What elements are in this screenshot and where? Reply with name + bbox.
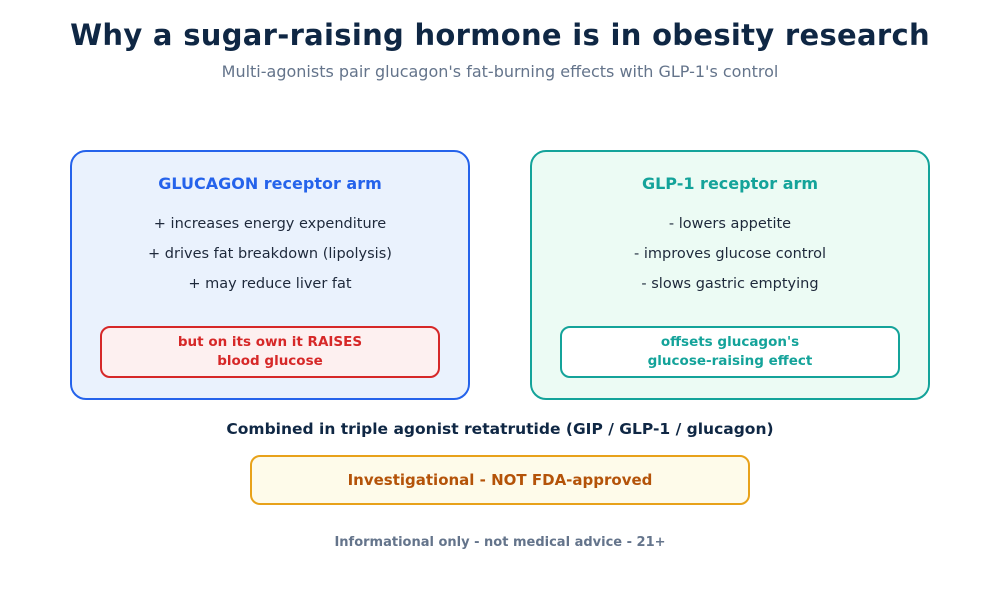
glp1-callout-line-2: glucose-raising effect [647,353,813,369]
glp1-panel-heading: GLP-1 receptor arm [641,174,819,193]
glucagon-effect-item: + may reduce liver fat [188,276,352,292]
glucagon-effect-item: + drives fat breakdown (lipolysis) [148,246,392,262]
glp1-effect-item: - slows gastric emptying [641,276,819,292]
glucagon-effect-item: + increases energy expenditure [153,216,387,232]
glp1-effects-list: - lowers appetite - improves glucose con… [532,214,928,304]
glp1-callout-line-1: offsets glucagon's [660,334,800,350]
glp1-effect-item: - lowers appetite [668,216,792,232]
regulatory-status-text: Investigational - NOT FDA-approved [347,471,653,489]
glp1-effect-item: - improves glucose control [634,246,826,262]
combined-agonist-label: Combined in triple agonist retatrutide (… [226,420,774,438]
glucagon-effects-list: + increases energy expenditure + drives … [72,214,468,304]
glp1-offset-callout: offsets glucagon's glucose-raising effec… [560,326,900,378]
page-title: Why a sugar-raising hormone is in obesit… [70,18,930,52]
page-subtitle: Multi-agonists pair glucagon's fat-burni… [221,62,779,81]
regulatory-status-box: Investigational - NOT FDA-approved [250,455,750,505]
glucagon-panel-heading: GLUCAGON receptor arm [158,174,382,193]
disclaimer-text: Informational only - not medical advice … [334,535,666,550]
glucagon-warning-callout: but on its own it RAISES blood glucose [100,326,440,378]
glp1-panel: GLP-1 receptor arm - lowers appetite - i… [530,150,930,400]
glucagon-callout-line-1: but on its own it RAISES [177,334,363,350]
glucagon-callout-line-2: blood glucose [217,353,323,369]
glucagon-panel: GLUCAGON receptor arm + increases energy… [70,150,470,400]
